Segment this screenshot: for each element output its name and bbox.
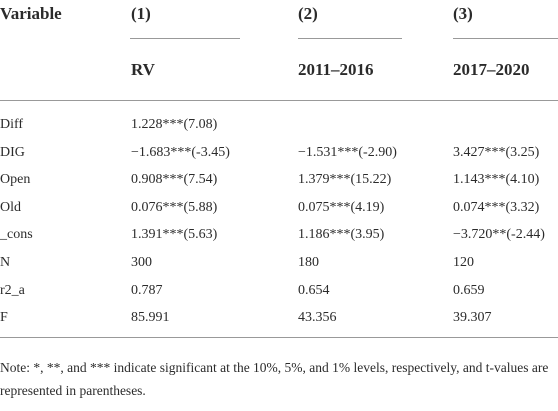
- column-rule: [130, 38, 240, 39]
- column-header: (3): [453, 4, 473, 23]
- cell: 0.074***(3.32): [453, 199, 540, 215]
- row-label: Open: [0, 172, 31, 188]
- bottom-rule: [0, 337, 558, 338]
- cell: 1.228***(7.08): [131, 117, 218, 132]
- cell: 85.991: [131, 310, 170, 326]
- cell: 3.427***(3.25): [453, 144, 540, 160]
- cell: −1.683***(-3.45): [131, 144, 230, 160]
- cell: 1.143***(4.10): [453, 172, 540, 188]
- row-label: DIG: [0, 144, 25, 160]
- column-subheader: RV: [131, 60, 155, 79]
- cell: 180: [298, 255, 319, 270]
- cell: 1.186***(3.95): [298, 227, 385, 243]
- cell: 43.356: [298, 310, 337, 326]
- column-rule: [453, 38, 558, 39]
- column-header: (1): [131, 4, 151, 23]
- column-subheader: 2011–2016: [298, 60, 374, 79]
- cell: −3.720**(-2.44): [453, 227, 545, 243]
- row-label: Diff: [0, 117, 24, 132]
- row-label: r2_a: [0, 282, 25, 298]
- header-rule: [0, 100, 558, 101]
- row-label: Old: [0, 199, 21, 215]
- cell: 0.075***(4.19): [298, 199, 385, 215]
- row-label: F: [0, 310, 8, 326]
- cell: 120: [453, 255, 474, 270]
- cell: 39.307: [453, 310, 492, 326]
- column-subheader: 2017–2020: [453, 60, 530, 79]
- cell: 0.659: [453, 282, 485, 298]
- table-note: Note: *, **, and *** indicate significan…: [0, 360, 549, 398]
- cell: 0.076***(5.88): [131, 199, 218, 215]
- cell: 0.787: [131, 282, 163, 298]
- cell: 0.908***(7.54): [131, 172, 218, 188]
- row-label: _cons: [0, 227, 33, 243]
- row-label: N: [0, 255, 11, 270]
- column-rule: [298, 38, 402, 39]
- cell: 1.391***(5.63): [131, 227, 218, 243]
- column-header: (2): [298, 4, 318, 23]
- cell: 1.379***(15.22): [298, 172, 392, 188]
- cell: 300: [131, 255, 152, 270]
- cell: 0.654: [298, 282, 330, 298]
- cell: −1.531***(-2.90): [298, 144, 397, 160]
- column-header: Variable: [0, 4, 62, 23]
